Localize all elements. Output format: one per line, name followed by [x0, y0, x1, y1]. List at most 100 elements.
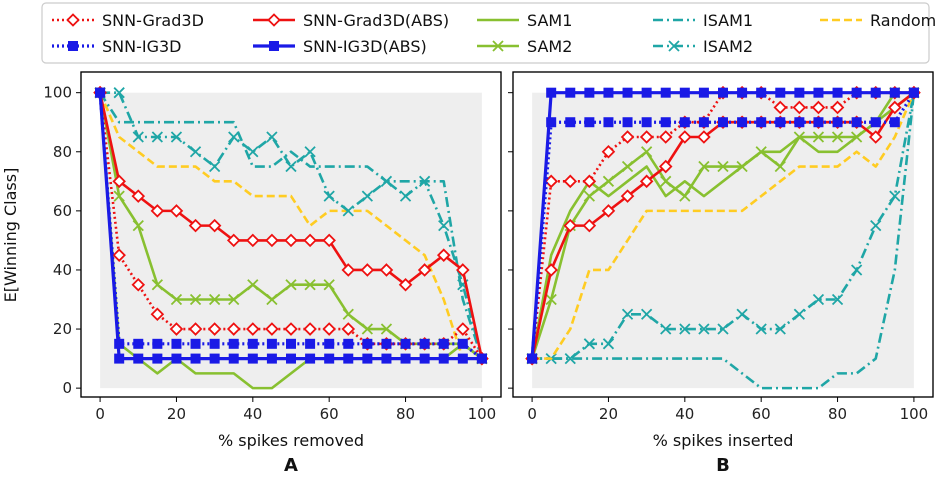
data-point-snn-ig3d: [603, 117, 614, 128]
data-point-sam2: [774, 160, 786, 173]
data-point-snn-ig3dabs: [476, 353, 487, 364]
data-point-snn-ig3dabs: [565, 87, 576, 98]
data-point-snn-ig3dabs: [622, 87, 633, 98]
data-point-snn-grad3d: [456, 322, 470, 336]
series-line-isam1: [532, 92, 916, 390]
data-point-snn-grad3dabs: [563, 218, 578, 233]
x-tick-label: 100: [900, 405, 929, 423]
data-point-snn-grad3dabs: [112, 174, 126, 189]
data-point-snn-ig3dabs: [737, 87, 748, 98]
legend-item-snn-grad3dabs: SNN-Grad3D(ABS): [253, 11, 449, 30]
data-point-snn-ig3dabs: [870, 87, 881, 98]
data-point-isam2: [698, 323, 710, 335]
data-point-snn-grad3dabs: [436, 248, 451, 262]
data-point-snn-ig3dabs: [756, 87, 767, 98]
panel-a-border: [80, 71, 502, 398]
data-point-snn-ig3dabs: [400, 353, 411, 364]
data-point-sam2: [361, 323, 374, 335]
series-sam1: [530, 91, 915, 359]
data-point-snn-grad3d: [620, 130, 635, 144]
data-point-sam2: [323, 279, 335, 291]
data-point-snn-ig3dabs: [832, 87, 843, 98]
data-point-sam2: [640, 146, 653, 158]
data-point-snn-ig3dabs: [114, 353, 125, 364]
data-point-snn-grad3d: [658, 130, 673, 144]
data-point-sam2: [698, 160, 710, 173]
data-point-snn-grad3dabs: [169, 204, 184, 218]
data-point-isam2: [755, 323, 767, 335]
series-line-snn-ig3d: [530, 91, 916, 359]
data-point-snn-ig3d: [698, 117, 709, 128]
data-point-snn-ig3dabs: [546, 87, 557, 98]
data-point-snn-ig3d: [133, 338, 144, 349]
data-point-isam2: [717, 323, 729, 335]
data-point-isam2: [850, 264, 863, 276]
legend-swatch-marker: [492, 40, 504, 52]
data-point-isam2: [228, 131, 240, 143]
legend-item-snn-ig3d: SNN-IG3D: [52, 37, 181, 56]
y-tick-label: 60: [53, 202, 72, 220]
data-point-snn-grad3d: [322, 322, 336, 336]
data-point-snn-ig3d: [565, 117, 576, 128]
data-point-snn-grad3d: [792, 100, 807, 115]
legend-item-random: Random: [820, 11, 935, 30]
data-point-snn-ig3dabs: [343, 353, 354, 364]
data-point-snn-ig3d: [889, 117, 900, 128]
data-point-isam2: [132, 131, 144, 143]
data-point-isam2: [399, 190, 412, 202]
data-point-sam2: [170, 293, 183, 306]
data-point-isam2: [564, 352, 576, 365]
data-point-snn-grad3dabs: [888, 100, 902, 115]
data-point-snn-ig3dabs: [209, 353, 220, 364]
y-tick-label: 100: [43, 84, 72, 102]
data-point-snn-grad3d: [773, 100, 788, 115]
data-point-snn-ig3d: [266, 338, 277, 349]
data-point-sam2: [247, 279, 259, 291]
data-point-sam2: [717, 160, 729, 173]
data-point-snn-ig3dabs: [603, 87, 614, 98]
data-point-isam2: [304, 146, 316, 158]
data-point-isam2: [380, 175, 393, 187]
data-point-isam2: [266, 131, 278, 143]
series-line-random: [98, 92, 482, 360]
data-point-snn-grad3dabs: [601, 204, 616, 218]
data-point-isam2: [870, 219, 882, 232]
data-point-snn-grad3d: [169, 322, 184, 336]
data-point-snn-ig3d: [546, 117, 557, 128]
legend-label: SAM1: [527, 11, 572, 30]
data-point-snn-ig3dabs: [438, 353, 449, 364]
y-tick-label: 80: [53, 143, 72, 161]
legend-swatch-marker: [269, 41, 279, 51]
data-point-sam2: [850, 131, 863, 143]
data-point-sam2: [132, 219, 144, 232]
data-point-snn-grad3dabs: [658, 159, 673, 174]
data-point-snn-ig3dabs: [698, 87, 709, 98]
legend-item-sam1: SAM1: [477, 11, 572, 30]
data-point-snn-grad3d: [207, 322, 222, 336]
data-point-snn-ig3dabs: [889, 87, 900, 98]
data-point-isam2: [774, 323, 786, 335]
panel-a-ticks: 0 20 40 60 80 100 0 20 40 60 80 100: [43, 84, 496, 423]
data-point-snn-ig3dabs: [457, 353, 468, 364]
data-point-isam2: [679, 323, 691, 335]
legend-item-snn-ig3dabs: SNN-IG3D(ABS): [253, 37, 427, 56]
data-point-snn-ig3d: [718, 117, 728, 128]
series-line-snn-ig3d: [98, 92, 483, 360]
x-tick-label: 0: [95, 405, 105, 423]
data-point-snn-grad3dabs: [360, 263, 375, 277]
data-point-snn-ig3dabs: [794, 87, 805, 98]
data-point-snn-ig3dabs: [584, 87, 595, 98]
data-point-snn-ig3dabs: [266, 353, 277, 364]
data-point-snn-ig3d: [381, 338, 392, 349]
data-point-snn-ig3d: [171, 338, 182, 349]
data-point-snn-ig3d: [362, 338, 373, 349]
x-tick-label: 20: [167, 405, 186, 423]
data-point-isam2: [189, 146, 202, 158]
data-point-sam2: [113, 190, 125, 202]
data-point-snn-grad3dabs: [417, 263, 432, 277]
panel-a: 0 20 40 60 80 100 0 20 40 60 80 100 % spikes remove…: [1, 71, 502, 476]
data-point-isam2: [113, 87, 125, 99]
series-isam1: [98, 91, 484, 359]
data-point-snn-ig3dabs: [286, 353, 296, 364]
